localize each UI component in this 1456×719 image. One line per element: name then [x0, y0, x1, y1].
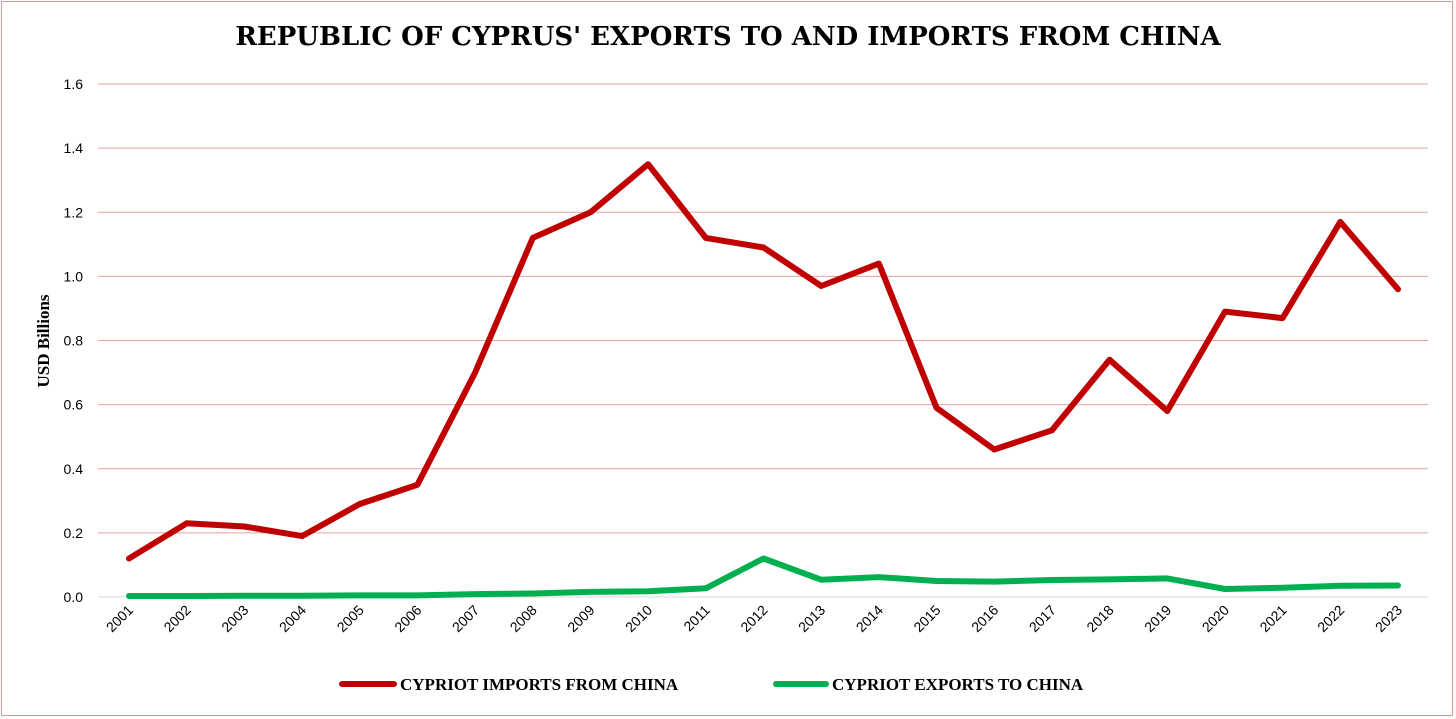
x-tick-label: 2016	[968, 602, 1001, 635]
x-tick-label: 2017	[1026, 602, 1059, 635]
y-axis-label: USD Billions	[34, 294, 53, 387]
y-tick-label: 1.2	[64, 204, 84, 220]
x-tick-label: 2020	[1199, 602, 1232, 635]
y-tick-label: 0.0	[64, 589, 84, 605]
x-tick-label: 2008	[507, 602, 540, 635]
y-tick-label: 1.0	[64, 268, 84, 284]
y-tick-label: 0.4	[64, 461, 84, 477]
x-tick-label: 2011	[680, 602, 713, 635]
x-tick-label: 2012	[737, 602, 770, 635]
x-tick-label: 2001	[103, 602, 136, 635]
x-tick-label: 2013	[795, 602, 828, 635]
x-tick-label: 2004	[276, 602, 309, 635]
y-tick-label: 0.8	[64, 333, 84, 349]
y-tick-label: 1.4	[64, 140, 84, 156]
y-tick-labels: 0.0 0.2 0.4 0.6 0.8 1.0 1.2 1.4 1.6	[64, 76, 84, 605]
y-tick-label: 0.2	[64, 525, 84, 541]
series-lines	[126, 161, 1401, 599]
x-tick-label: 2023	[1372, 602, 1405, 635]
chart-title: REPUBLIC OF CYPRUS' EXPORTS TO AND IMPOR…	[235, 22, 1221, 52]
x-tick-labels: 2001 2002 2003 2004 2005 2006 2007 2008 2009 2010…	[103, 602, 1405, 635]
x-tick-label: 2010	[622, 602, 655, 635]
x-tick-label: 2015	[910, 602, 943, 635]
series-line-0	[126, 161, 1401, 562]
x-tick-label: 2002	[160, 602, 193, 635]
y-tick-label: 1.6	[64, 76, 84, 92]
legend-label-imports: CYPRIOT IMPORTS FROM CHINA	[400, 675, 679, 694]
x-tick-label: 2022	[1314, 602, 1347, 635]
x-tick-label: 2005	[334, 602, 367, 635]
x-tick-label: 2018	[1083, 602, 1116, 635]
x-tick-label: 2007	[449, 602, 482, 635]
legend-label-exports: CYPRIOT EXPORTS TO CHINA	[832, 675, 1084, 694]
x-tick-label: 2003	[218, 602, 251, 635]
x-tick-label: 2019	[1141, 602, 1174, 635]
x-tick-label: 2014	[853, 602, 886, 635]
x-tick-label: 2006	[391, 602, 424, 635]
legend: CYPRIOT IMPORTS FROM CHINA CYPRIOT EXPOR…	[339, 675, 1084, 694]
y-tick-label: 0.6	[64, 397, 84, 413]
x-tick-label: 2021	[1256, 602, 1289, 635]
series-line-1	[126, 555, 1401, 599]
gridlines	[98, 83, 1428, 598]
x-tick-label: 2009	[564, 602, 597, 635]
